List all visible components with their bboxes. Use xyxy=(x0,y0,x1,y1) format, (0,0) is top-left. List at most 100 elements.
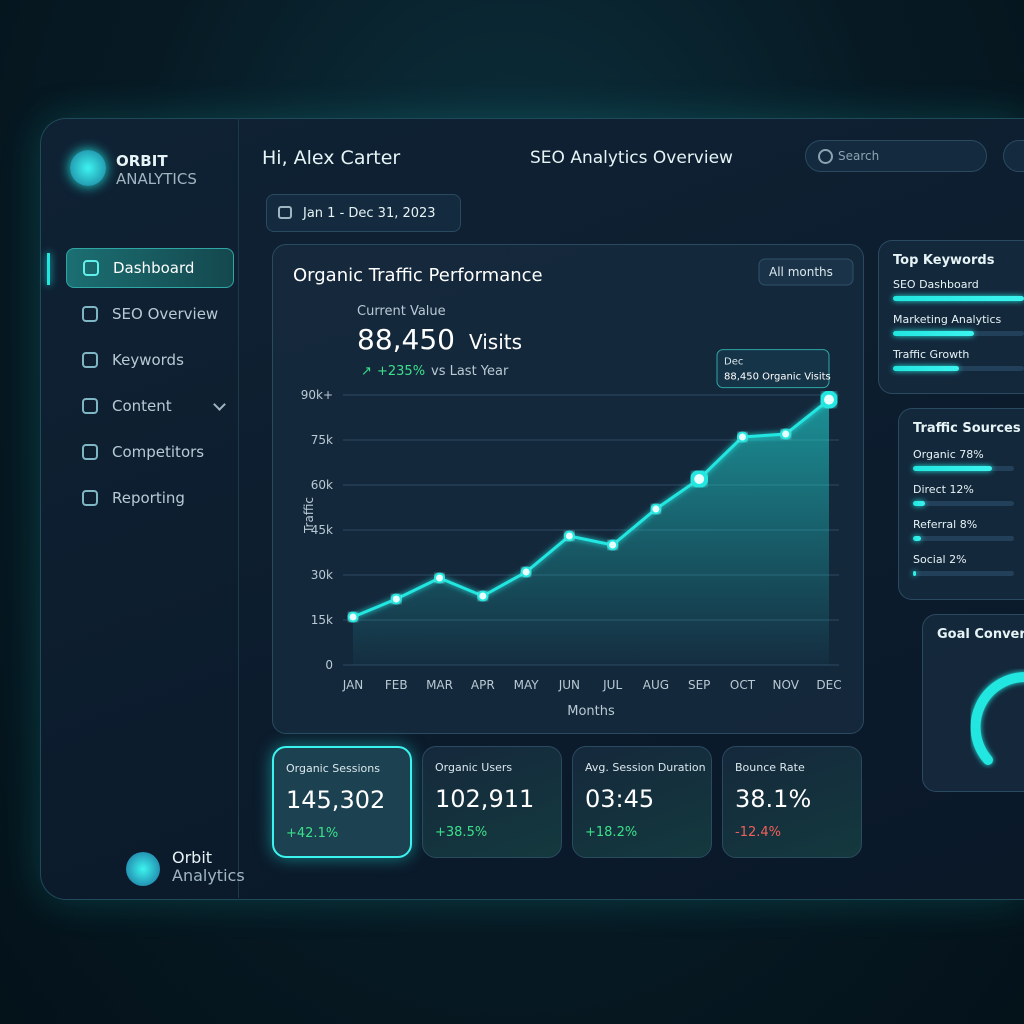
goal-conversion-title: Goal Conversion xyxy=(937,627,1024,642)
source-percent: 8% xyxy=(959,518,978,531)
source-label: Social 2% xyxy=(913,553,1024,566)
source-bar-track xyxy=(913,501,1014,506)
y-tick-label: 75k xyxy=(311,433,333,447)
current-value: 88,450 xyxy=(357,323,455,356)
nav-item[interactable]: Dashboard xyxy=(47,248,234,288)
nav-item[interactable]: Keywords xyxy=(66,340,234,380)
data-point[interactable] xyxy=(347,611,359,623)
nav-label: Keywords xyxy=(112,351,184,369)
nav-label: Reporting xyxy=(112,489,185,507)
kpi-value: 38.1% xyxy=(735,785,812,813)
y-tick-label: 0 xyxy=(325,658,333,672)
data-point[interactable] xyxy=(690,470,709,488)
tooltip-title: Dec xyxy=(724,357,743,368)
x-tick-label: JAN xyxy=(342,678,364,692)
nav-item[interactable]: Competitors xyxy=(66,432,234,472)
kpi-change: -12.4% xyxy=(735,825,781,840)
source-bar-track xyxy=(913,571,1014,576)
month-filter-label: All months xyxy=(769,265,833,279)
data-point[interactable] xyxy=(820,390,838,409)
kpi-value: 145,302 xyxy=(286,786,386,814)
data-point[interactable] xyxy=(434,572,446,584)
data-point[interactable] xyxy=(563,530,575,542)
x-tick-label: NOV xyxy=(773,678,800,692)
data-point[interactable] xyxy=(520,566,532,578)
x-tick-label: JUN xyxy=(558,678,580,692)
data-point[interactable] xyxy=(780,428,792,440)
search-icon xyxy=(818,149,833,164)
kpi-title: Organic Sessions xyxy=(286,762,380,775)
kpi-title: Avg. Session Duration xyxy=(585,761,706,774)
source-name: Social xyxy=(913,553,946,566)
gauge-arc xyxy=(970,672,1024,765)
data-point[interactable] xyxy=(650,503,662,515)
data-point[interactable] xyxy=(390,593,402,605)
source-name: Referral xyxy=(913,518,957,531)
goal-gauge xyxy=(970,672,1024,765)
kpi-card: Organic Sessions 145,302 +42.1% xyxy=(272,746,412,858)
x-tick-label: APR xyxy=(471,678,495,692)
kpi-change: +18.2% xyxy=(585,825,638,840)
kpi-change: +42.1% xyxy=(286,826,339,841)
nav-item[interactable]: Reporting xyxy=(66,478,234,518)
keyword-label: SEO Dashboard xyxy=(893,278,979,291)
greeting: Hi, Alex Carter xyxy=(262,147,401,169)
footer-brand-name: Orbit xyxy=(172,848,213,867)
keyword-bar-track xyxy=(893,366,1024,371)
traffic-chart-card: Organic Traffic Performance All months C… xyxy=(272,244,864,734)
source-bar-track xyxy=(913,536,1014,541)
nav-label: Dashboard xyxy=(113,259,195,277)
kpi-change: +38.5% xyxy=(435,825,488,840)
nav-item[interactable]: SEO Overview xyxy=(66,294,234,334)
y-axis-label: Traffic xyxy=(302,497,316,534)
footer-brand-tagline: Analytics xyxy=(172,866,245,885)
footer-logo xyxy=(126,852,160,886)
kpi-title: Bounce Rate xyxy=(735,761,805,774)
traffic-sources-card: Traffic Sources Organic 78% Direct 12% Ref… xyxy=(898,408,1024,600)
top-keywords-card: Top Keywords SEO Dashboard Marketing Anal… xyxy=(878,240,1024,394)
keyword-bar xyxy=(893,296,1024,301)
y-tick-label: 15k xyxy=(311,613,333,627)
nav-item[interactable]: Content xyxy=(66,386,234,426)
source-name: Organic xyxy=(913,448,956,461)
expand-chevron xyxy=(213,397,226,411)
source-percent: 2% xyxy=(949,553,967,566)
area xyxy=(353,399,829,665)
x-tick-label: JUL xyxy=(602,678,622,692)
nav-icon xyxy=(83,260,99,276)
source-label: Direct 12% xyxy=(913,483,1024,496)
x-tick-label: MAR xyxy=(426,678,453,692)
sidebar xyxy=(40,118,239,898)
date-picker[interactable]: Jan 1 - Dec 31, 2023 xyxy=(266,194,461,232)
x-tick-label: MAY xyxy=(514,678,540,692)
change-note: vs Last Year xyxy=(431,364,509,379)
data-point[interactable] xyxy=(607,539,619,551)
data-point[interactable] xyxy=(477,590,489,602)
x-tick-label: FEB xyxy=(385,678,408,692)
change: +235% xyxy=(377,364,425,379)
source-bar xyxy=(913,536,922,541)
source-bar xyxy=(913,571,916,576)
nav-label: Competitors xyxy=(112,443,205,461)
source-label: Organic 78% xyxy=(913,448,1024,461)
x-tick-label: DEC xyxy=(816,678,841,692)
x-tick-label: AUG xyxy=(643,678,669,692)
nav-label: Content xyxy=(112,397,172,415)
data-point[interactable] xyxy=(736,431,748,443)
x-axis-label: Months xyxy=(567,704,615,719)
month-filter[interactable] xyxy=(758,258,854,286)
keyword-bar xyxy=(893,331,975,336)
calendar-icon xyxy=(278,206,292,219)
nav-icon xyxy=(82,398,98,414)
kpi-value: 03:45 xyxy=(585,785,655,813)
y-tick-label: 30k xyxy=(311,568,333,582)
nav-icon xyxy=(82,444,98,460)
tooltip xyxy=(716,349,830,389)
nav-icon xyxy=(82,352,98,368)
current-value-unit: Visits xyxy=(469,330,522,354)
search-box[interactable]: Search xyxy=(805,140,987,172)
source-list: Organic 78% Direct 12% Referral 8% Social 2… xyxy=(913,448,1024,576)
source-percent: 12% xyxy=(949,483,974,496)
nav-icon xyxy=(82,306,98,322)
